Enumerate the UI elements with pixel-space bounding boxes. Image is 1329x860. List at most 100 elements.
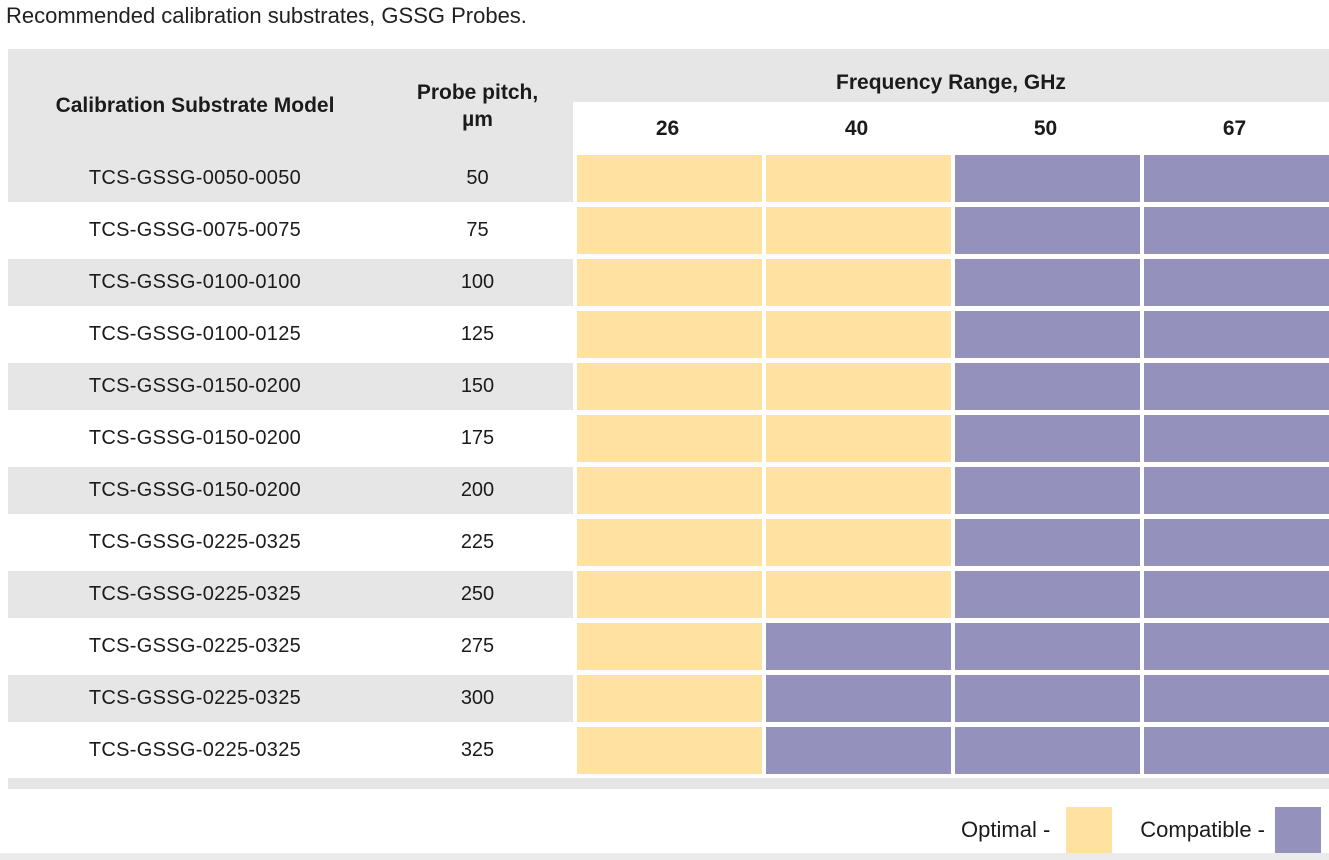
optimal-swatch <box>1066 807 1113 853</box>
status-cell-optimal <box>766 311 951 358</box>
legend: Optimal - Compatible - <box>961 807 1321 853</box>
model-cell: TCS-GSSG-0225-0325 <box>88 531 302 553</box>
status-cell-compatible <box>955 155 1140 202</box>
row-header-block: TCS-GSSG-0100-0125 125 <box>8 311 573 358</box>
table-row: TCS-GSSG-0050-0050 50 <box>8 155 1329 202</box>
model-cell: TCS-GSSG-0225-0325 <box>88 583 302 605</box>
status-cell-compatible <box>1144 571 1329 618</box>
pitch-cell: 175 <box>460 427 495 449</box>
pitch-cell: 200 <box>460 479 495 501</box>
model-cell: TCS-GSSG-0100-0100 <box>88 271 302 293</box>
model-cell: TCS-GSSG-0150-0200 <box>88 375 302 397</box>
table-header: Calibration Substrate Model Probe pitch,… <box>8 49 1329 155</box>
column-header-pitch: Probe pitch, µm <box>382 57 573 155</box>
status-cell-compatible <box>1144 727 1329 774</box>
model-cell: TCS-GSSG-0100-0125 <box>88 323 302 345</box>
status-cell-optimal <box>577 519 762 566</box>
freq-col-header-40: 40 <box>762 102 951 155</box>
status-cell-optimal <box>766 571 951 618</box>
pitch-cell: 275 <box>460 635 495 657</box>
status-cell-optimal <box>766 155 951 202</box>
row-header-block: TCS-GSSG-0225-0325 250 <box>8 571 573 618</box>
status-cell-compatible <box>955 207 1140 254</box>
status-cell-optimal <box>766 363 951 410</box>
model-cell: TCS-GSSG-0225-0325 <box>88 635 302 657</box>
freq-col-header-26: 26 <box>573 102 762 155</box>
freq-col-header-50: 50 <box>951 102 1140 155</box>
status-cell-compatible <box>955 415 1140 462</box>
model-cell: TCS-GSSG-0050-0050 <box>88 167 302 189</box>
table-bottom-strip <box>8 778 1329 789</box>
calibration-substrate-table: Calibration Substrate Model Probe pitch,… <box>8 49 1329 789</box>
table-row: TCS-GSSG-0225-0325 300 <box>8 675 1329 722</box>
table-row: TCS-GSSG-0150-0200 200 <box>8 467 1329 514</box>
status-cell-compatible <box>1144 259 1329 306</box>
status-cell-compatible <box>1144 519 1329 566</box>
pitch-header-line2: µm <box>462 108 493 131</box>
status-cell-optimal <box>577 207 762 254</box>
status-cell-optimal <box>766 207 951 254</box>
status-cell-optimal <box>766 519 951 566</box>
table-row: TCS-GSSG-0100-0100 100 <box>8 259 1329 306</box>
row-header-block: TCS-GSSG-0075-0075 75 <box>8 207 573 254</box>
model-cell: TCS-GSSG-0225-0325 <box>88 687 302 709</box>
status-cell-compatible <box>1144 311 1329 358</box>
table-row: TCS-GSSG-0225-0325 225 <box>8 519 1329 566</box>
table-row: TCS-GSSG-0225-0325 250 <box>8 571 1329 618</box>
status-cell-compatible <box>955 675 1140 722</box>
pitch-cell: 300 <box>460 687 495 709</box>
pitch-cell: 125 <box>460 323 495 345</box>
status-cell-compatible <box>955 571 1140 618</box>
status-cell-compatible <box>955 519 1140 566</box>
model-cell: TCS-GSSG-0225-0325 <box>88 739 302 761</box>
status-cell-optimal <box>577 623 762 670</box>
status-cell-compatible <box>955 311 1140 358</box>
status-cell-optimal <box>577 467 762 514</box>
row-header-block: TCS-GSSG-0100-0100 100 <box>8 259 573 306</box>
compatible-swatch <box>1275 807 1321 853</box>
pitch-cell: 250 <box>460 583 495 605</box>
status-cell-optimal <box>577 727 762 774</box>
status-cell-compatible <box>955 623 1140 670</box>
row-header-block: TCS-GSSG-0150-0200 175 <box>8 415 573 462</box>
status-cell-compatible <box>766 623 951 670</box>
table-body: TCS-GSSG-0050-0050 50 TCS-GSSG-0075-0075 75… <box>8 155 1329 774</box>
pitch-cell: 150 <box>460 375 495 397</box>
pitch-cell: 50 <box>466 167 489 189</box>
table-row: TCS-GSSG-0150-0200 175 <box>8 415 1329 462</box>
table-row: TCS-GSSG-0225-0325 325 <box>8 727 1329 774</box>
status-cell-compatible <box>955 259 1140 306</box>
status-cell-compatible <box>1144 467 1329 514</box>
status-cell-compatible <box>1144 675 1329 722</box>
status-cell-compatible <box>955 363 1140 410</box>
page-title: Recommended calibration substrates, GSSG… <box>6 3 527 28</box>
row-header-block: TCS-GSSG-0050-0050 50 <box>8 155 573 202</box>
status-cell-compatible <box>1144 207 1329 254</box>
header-left-block: Calibration Substrate Model Probe pitch,… <box>8 49 573 155</box>
model-cell: TCS-GSSG-0150-0200 <box>88 427 302 449</box>
optimal-label: Optimal - <box>961 817 1051 842</box>
row-header-block: TCS-GSSG-0150-0200 150 <box>8 363 573 410</box>
status-cell-compatible <box>1144 155 1329 202</box>
table-row: TCS-GSSG-0100-0125 125 <box>8 311 1329 358</box>
status-cell-compatible <box>955 727 1140 774</box>
freq-col-header-67: 67 <box>1140 102 1329 155</box>
model-cell: TCS-GSSG-0075-0075 <box>88 219 302 241</box>
row-header-block: TCS-GSSG-0225-0325 275 <box>8 623 573 670</box>
row-header-block: TCS-GSSG-0225-0325 300 <box>8 675 573 722</box>
row-header-block: TCS-GSSG-0150-0200 200 <box>8 467 573 514</box>
pitch-header-line1: Probe pitch, <box>416 80 539 104</box>
status-cell-optimal <box>577 675 762 722</box>
table-row: TCS-GSSG-0150-0200 150 <box>8 363 1329 410</box>
status-cell-compatible <box>766 675 951 722</box>
status-cell-optimal <box>577 415 762 462</box>
row-header-block: TCS-GSSG-0225-0325 325 <box>8 727 573 774</box>
status-cell-compatible <box>955 467 1140 514</box>
status-cell-compatible <box>766 727 951 774</box>
status-cell-optimal <box>766 467 951 514</box>
status-cell-optimal <box>577 155 762 202</box>
compatible-label: Compatible - <box>1140 817 1265 842</box>
column-header-model: Calibration Substrate Model <box>55 94 335 117</box>
page-bottom-divider <box>0 853 1329 860</box>
